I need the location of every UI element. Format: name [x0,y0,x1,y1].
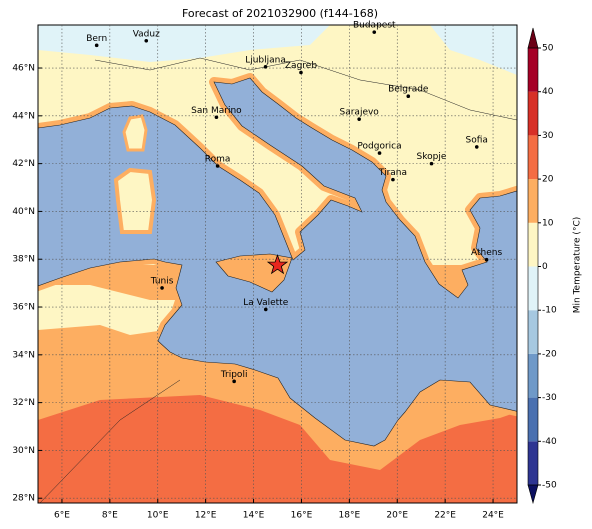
y-tick-label: 28°N [12,494,35,504]
colorbar-tick-label: 30 [542,131,554,141]
colorbar-segment [528,266,538,311]
x-tick-label: 8°E [102,511,118,521]
city-label: Tripoli [220,370,248,380]
title: Forecast of 2021032900 (f144-168) [182,7,378,20]
x-tick-label: 12°E [195,511,217,521]
city-dot [474,145,479,149]
colorbar-segment [528,353,538,398]
city-label: Bern [86,34,107,44]
city-label: Tunis [150,276,174,286]
colorbar-segment [528,441,538,485]
colorbar-label: Min Temperature (°C) [573,217,583,314]
y-tick-label: 46°N [12,64,35,74]
city-label: Podgorica [357,142,401,152]
city-dot [406,94,411,99]
city-dot [94,43,99,48]
map-frame [37,24,518,504]
city-dot [215,164,220,168]
city-dot [357,117,361,121]
colorbar-segment [528,397,538,442]
city-label: San Marino [191,106,242,116]
colorbar-under [527,484,539,505]
colorbar-tick-label: 10 [542,218,554,228]
star-marker [266,253,289,275]
x-tick-label: 14°E [243,511,265,521]
warm-zone [38,285,175,335]
city-label: Athens [471,248,502,258]
y-tick-label: 30°N [12,446,35,456]
city-label: La Valette [243,298,288,308]
sardinia [113,167,157,234]
city-dot [484,257,489,262]
city-label: Sarajevo [340,108,380,118]
x-tick-label: 10°E [147,511,169,521]
border [39,379,181,503]
city-label: Ljubljana [245,55,286,65]
x-tick-label: 20°E [386,511,408,521]
colorbar-segment [528,222,538,267]
y-tick-label: 42°N [12,159,35,169]
city-dot [391,177,395,182]
colorbar-tick-label: -40 [542,437,557,447]
y-tick-label: 36°N [12,303,35,313]
corsica [122,114,148,152]
x-tick-label: 24°E [482,511,504,521]
y-tick-label: 44°N [12,111,35,121]
map [38,25,517,503]
city-dot [377,151,382,155]
x-tick-label: 22°E [434,511,456,521]
city-dot [372,30,377,34]
city-label: Belgrade [388,85,429,95]
city-label: Sofia [466,135,488,145]
city-label: Vaduz [133,29,160,39]
city-dot [263,307,268,312]
city-dot [429,161,434,166]
cold-zone [430,25,517,75]
cold-zone [38,25,330,62]
colorbar-tick-label: -50 [542,481,557,491]
x-tick-label: 16°E [291,511,313,521]
colorbar-tick-label: 20 [542,175,554,185]
border [94,57,517,121]
city-label: Skopje [417,152,447,162]
colorbar-tick-label: -20 [542,349,557,359]
city-dot [232,379,236,384]
colorbar-tick-label: 40 [542,87,554,97]
y-tick-label: 34°N [12,350,35,360]
colorbar-tick-label: 50 [542,44,554,54]
city-label: Zagreb [285,61,317,71]
colorbar-segment [528,179,538,223]
x-tick-label: 18°E [339,511,361,521]
city-label: Tirana [378,168,407,178]
city-dot [299,70,303,75]
colorbar-segment [528,310,538,354]
city-dot [160,286,164,290]
city-label: Budapest [353,21,396,31]
city-label: Roma [205,155,231,165]
x-tick-label: 6°E [54,511,70,521]
y-tick-label: 38°N [12,255,35,265]
colorbar-over [527,27,539,49]
city-dot [144,38,149,43]
colorbar-tick-label: -30 [542,393,557,403]
y-tick-label: 40°N [12,207,35,217]
city-dot [263,65,268,69]
y-tick-label: 32°N [12,398,35,408]
colorbar-segment [528,91,538,136]
colorbar-segment [528,48,538,92]
colorbar-tick-label: -10 [542,306,557,316]
city-dot [214,115,219,120]
colorbar-segment [528,135,538,180]
colorbar-tick-label: 0 [542,262,548,272]
